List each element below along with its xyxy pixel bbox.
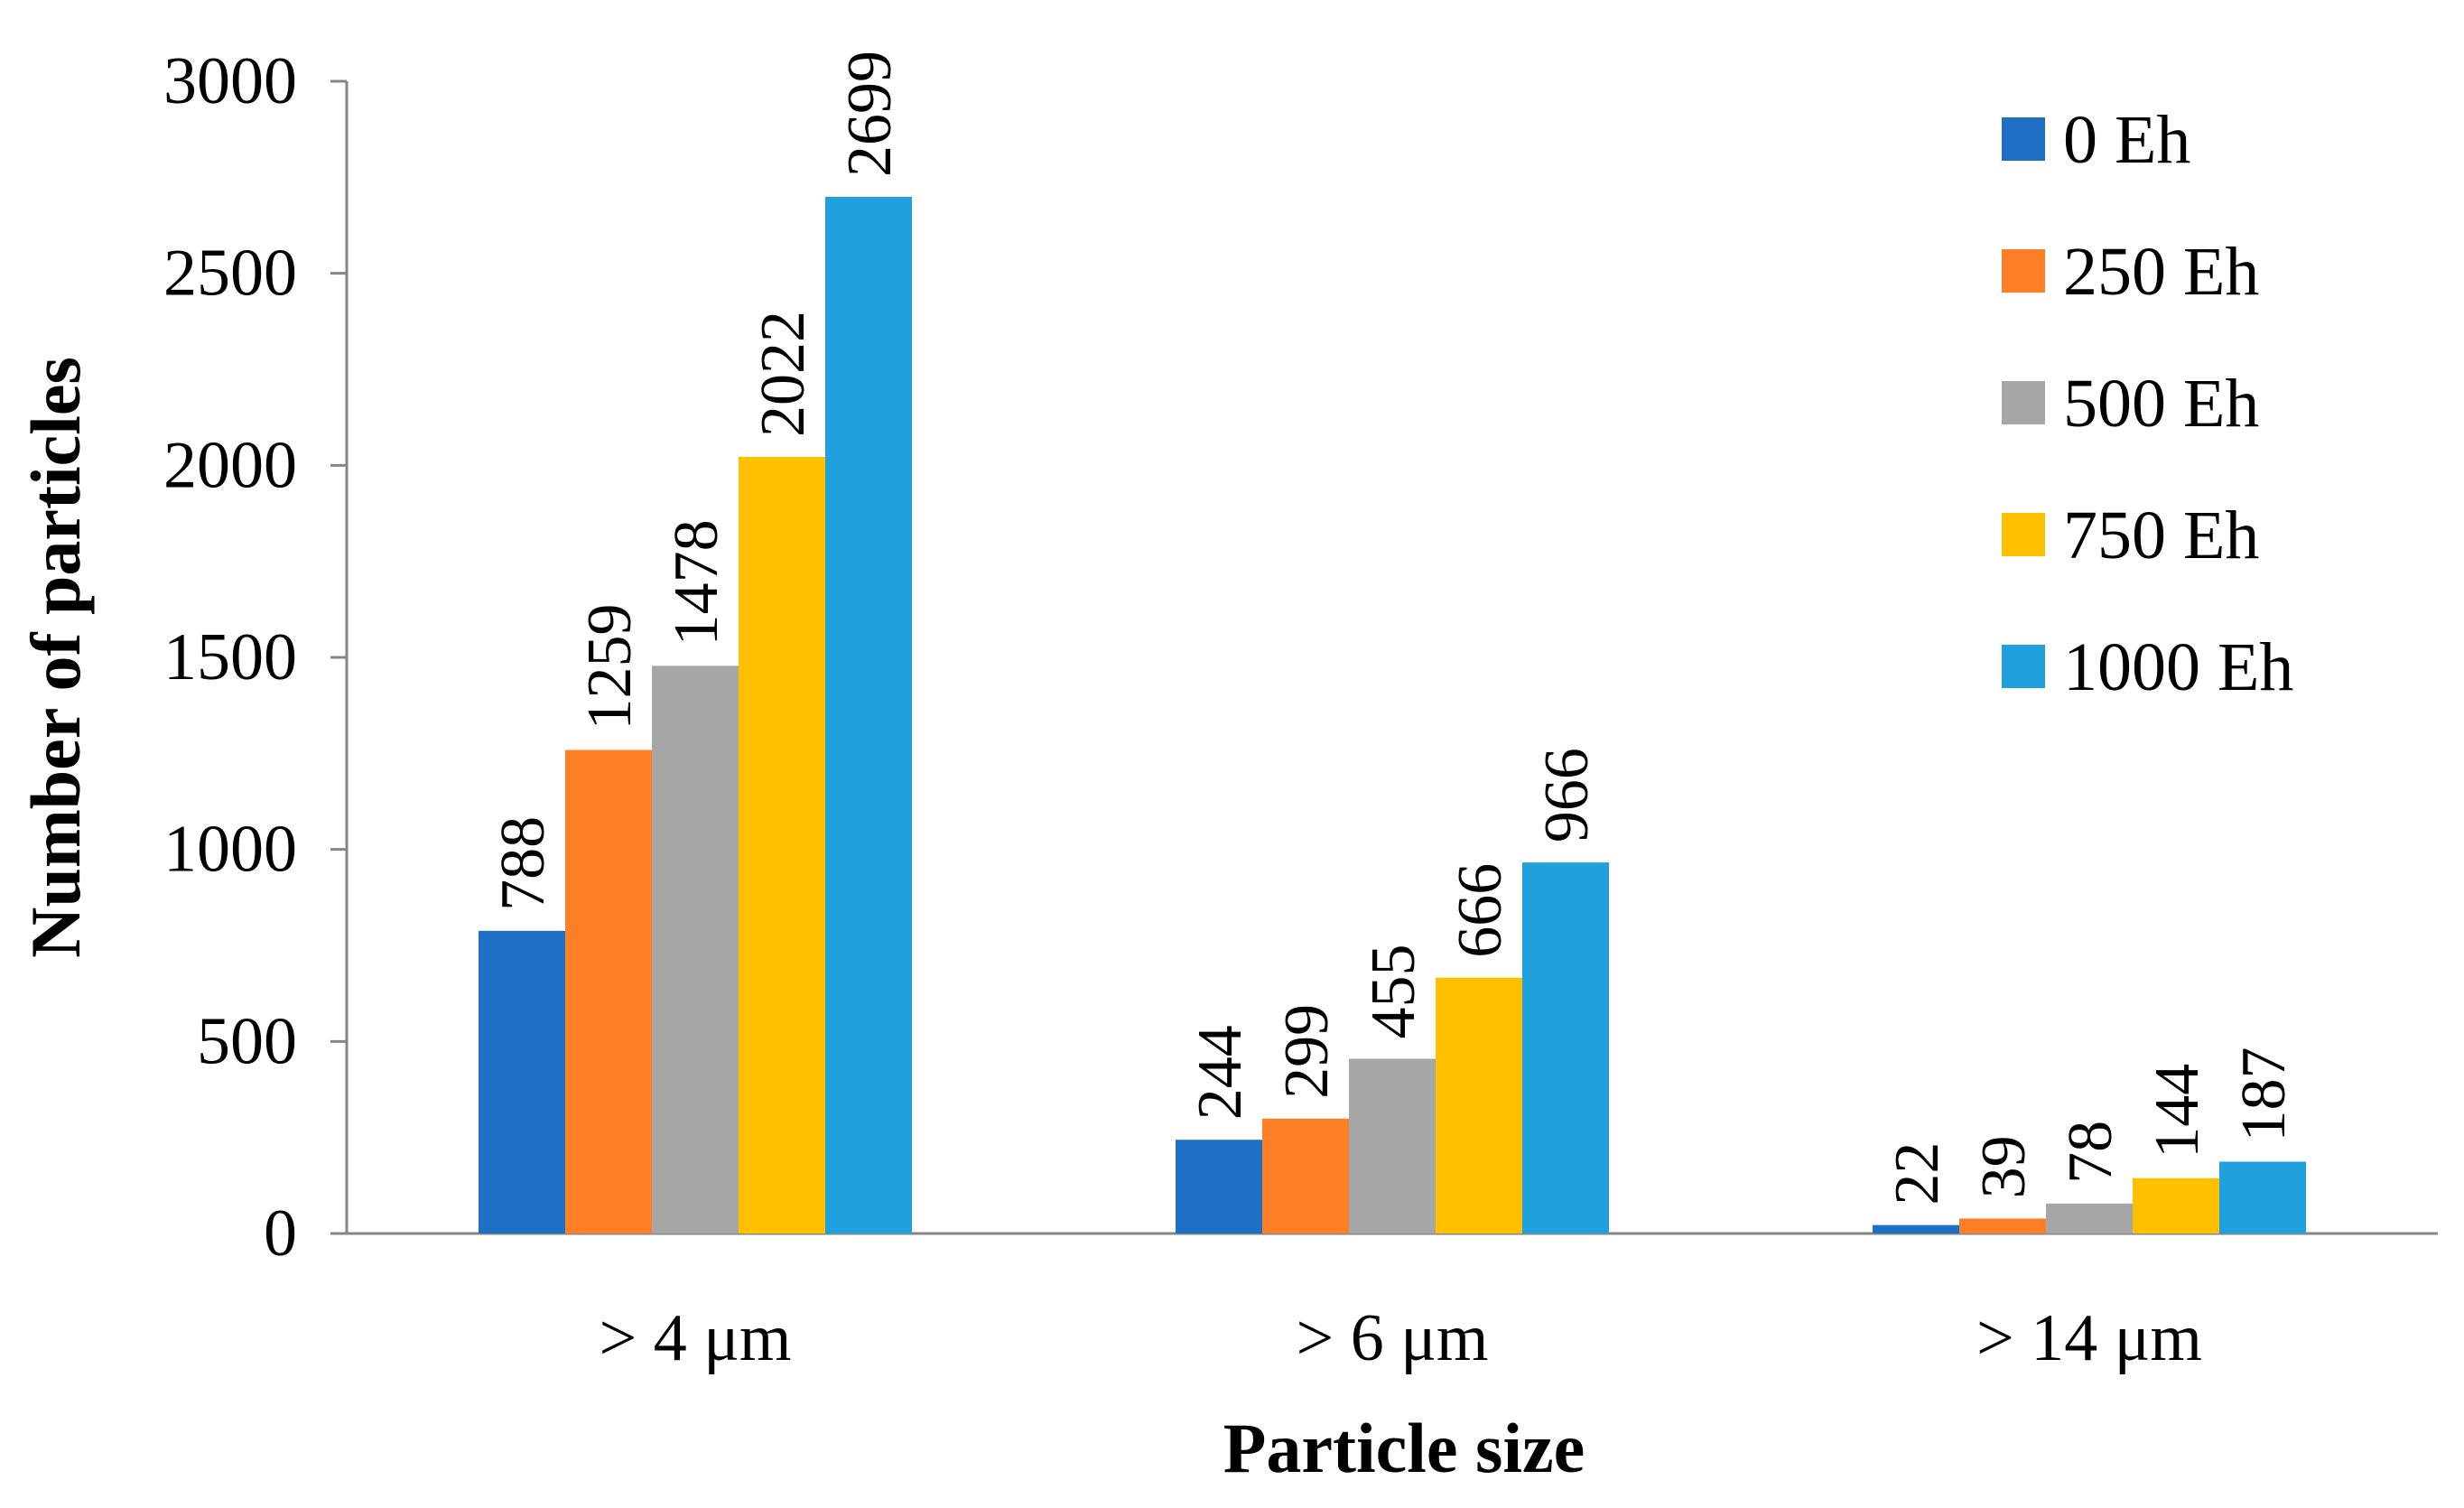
y-axis-title: Number of particles [16, 357, 95, 958]
data-label: 1259 [575, 604, 645, 731]
bar [565, 749, 652, 1233]
legend-swatch [2002, 249, 2045, 293]
data-label: 39 [1969, 1135, 2039, 1198]
bar [1176, 1140, 1262, 1233]
bar [652, 666, 739, 1233]
legend-label: 0 Eh [2063, 102, 2190, 178]
bars [479, 197, 2306, 1233]
bar [1436, 977, 1522, 1233]
data-label: 788 [488, 816, 558, 911]
y-tick-label: 1500 [163, 620, 297, 694]
x-axis: > 4 μm > 6 μm > 14 μm [347, 1232, 2438, 1375]
bar [2046, 1203, 2133, 1233]
legend-label: 250 Eh [2063, 234, 2259, 310]
legend-label: 1000 Eh [2063, 629, 2293, 705]
bar [739, 456, 825, 1233]
data-label: 966 [1532, 748, 1602, 842]
data-label: 187 [2229, 1047, 2299, 1141]
y-tick-label: 500 [197, 1004, 297, 1078]
data-label: 666 [1446, 863, 1515, 958]
bar [2133, 1178, 2219, 1233]
data-label: 2699 [835, 51, 905, 177]
x-category-label: > 4 μm [600, 1301, 792, 1375]
bar [479, 930, 565, 1233]
bar [1349, 1058, 1436, 1233]
data-label: 455 [1359, 944, 1428, 1038]
legend-label: 750 Eh [2063, 498, 2259, 573]
y-axis: 0 500 1000 1500 2000 2500 3000 [163, 44, 349, 1271]
legend-label: 500 Eh [2063, 366, 2259, 442]
bar [1262, 1118, 1349, 1233]
bar [825, 197, 912, 1233]
y-tick-label: 2000 [163, 428, 297, 502]
legend-swatch [2002, 645, 2045, 688]
legend-swatch [2002, 117, 2045, 161]
bar [1522, 862, 1609, 1233]
y-tick-label: 1000 [163, 813, 297, 887]
y-tick-label: 0 [264, 1196, 297, 1271]
bar [2219, 1161, 2306, 1233]
data-label: 244 [1186, 1025, 1255, 1120]
legend-swatch [2002, 513, 2045, 556]
x-category-label: > 6 μm [1297, 1301, 1489, 1375]
data-label: 1478 [662, 519, 731, 646]
y-tick-label: 3000 [163, 44, 297, 118]
legend: 0 Eh 250 Eh 500 Eh 750 Eh 1000 Eh [2002, 102, 2293, 705]
x-category-label: > 14 μm [1976, 1301, 2202, 1375]
data-label: 299 [1272, 1004, 1342, 1099]
bar [1873, 1224, 1959, 1233]
data-label: 2022 [748, 311, 818, 437]
data-label: 78 [2056, 1121, 2125, 1184]
legend-swatch [2002, 381, 2045, 424]
y-tick-label: 2500 [163, 237, 297, 311]
data-label: 144 [2143, 1064, 2212, 1159]
data-label: 22 [1883, 1142, 1952, 1205]
x-axis-title: Particle size [1223, 1409, 1585, 1487]
bar [1959, 1218, 2046, 1233]
